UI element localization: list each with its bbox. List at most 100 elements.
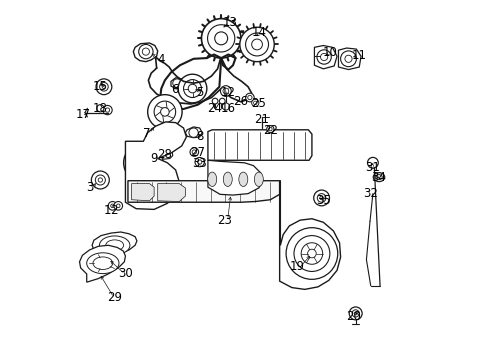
Circle shape xyxy=(190,148,198,156)
Circle shape xyxy=(207,25,234,52)
Ellipse shape xyxy=(238,172,247,186)
Polygon shape xyxy=(279,181,340,289)
Circle shape xyxy=(197,160,202,164)
Text: 16: 16 xyxy=(221,103,235,116)
Circle shape xyxy=(316,50,330,64)
Text: 6: 6 xyxy=(170,83,178,96)
Circle shape xyxy=(147,95,182,129)
Text: 13: 13 xyxy=(222,16,237,29)
Circle shape xyxy=(212,98,218,104)
Circle shape xyxy=(178,74,206,103)
Text: 32: 32 xyxy=(363,187,377,200)
Ellipse shape xyxy=(93,257,112,270)
Circle shape xyxy=(151,154,156,159)
Circle shape xyxy=(102,85,105,89)
Circle shape xyxy=(192,150,196,154)
Ellipse shape xyxy=(372,173,384,181)
Circle shape xyxy=(317,194,325,202)
Circle shape xyxy=(105,108,109,112)
Circle shape xyxy=(220,86,231,96)
Circle shape xyxy=(160,108,169,116)
Circle shape xyxy=(108,202,117,210)
Circle shape xyxy=(219,98,224,104)
Text: 15: 15 xyxy=(93,80,107,93)
Text: 4: 4 xyxy=(157,53,165,66)
Text: 2: 2 xyxy=(110,204,117,217)
Circle shape xyxy=(195,157,204,167)
Ellipse shape xyxy=(99,236,130,255)
Circle shape xyxy=(348,307,362,320)
Text: 7: 7 xyxy=(143,127,150,140)
Circle shape xyxy=(148,151,159,162)
Circle shape xyxy=(268,127,271,131)
Circle shape xyxy=(110,204,114,208)
Circle shape xyxy=(188,128,198,137)
Circle shape xyxy=(183,80,201,98)
Polygon shape xyxy=(207,130,311,160)
Text: 25: 25 xyxy=(250,98,265,111)
Circle shape xyxy=(245,93,254,102)
Ellipse shape xyxy=(375,175,382,180)
Text: 18: 18 xyxy=(93,102,107,115)
Ellipse shape xyxy=(223,172,232,186)
Circle shape xyxy=(116,204,120,208)
Circle shape xyxy=(351,310,359,317)
Polygon shape xyxy=(185,127,202,138)
Polygon shape xyxy=(160,149,172,159)
Circle shape xyxy=(222,103,229,110)
Circle shape xyxy=(102,105,112,115)
Circle shape xyxy=(114,202,122,210)
Text: 29: 29 xyxy=(107,291,122,304)
Polygon shape xyxy=(92,232,137,261)
Text: 22: 22 xyxy=(262,124,277,137)
Text: 28: 28 xyxy=(157,148,172,161)
Circle shape xyxy=(136,156,150,170)
Text: 35: 35 xyxy=(315,194,330,207)
Circle shape xyxy=(214,32,227,45)
Text: 9: 9 xyxy=(150,152,158,165)
Circle shape xyxy=(340,51,356,67)
Circle shape xyxy=(91,171,109,189)
Circle shape xyxy=(201,19,241,58)
Circle shape xyxy=(251,99,258,107)
Circle shape xyxy=(367,157,378,168)
Text: 10: 10 xyxy=(323,46,337,59)
Polygon shape xyxy=(128,181,279,202)
Circle shape xyxy=(97,105,104,112)
Polygon shape xyxy=(338,48,360,69)
Polygon shape xyxy=(131,184,154,201)
Polygon shape xyxy=(80,245,125,282)
Text: 31: 31 xyxy=(365,161,380,174)
Polygon shape xyxy=(158,184,185,202)
Circle shape xyxy=(223,88,228,94)
Text: 17: 17 xyxy=(76,108,90,121)
Circle shape xyxy=(307,249,316,258)
Circle shape xyxy=(266,126,273,133)
Text: 11: 11 xyxy=(351,49,366,62)
Text: 24: 24 xyxy=(207,103,222,116)
Text: 21: 21 xyxy=(254,113,269,126)
Circle shape xyxy=(98,178,102,182)
Ellipse shape xyxy=(86,253,119,274)
Circle shape xyxy=(96,79,112,95)
Text: 14: 14 xyxy=(251,27,266,40)
Circle shape xyxy=(142,48,149,55)
Text: 30: 30 xyxy=(118,267,133,280)
Circle shape xyxy=(154,101,175,123)
Circle shape xyxy=(239,27,274,62)
Circle shape xyxy=(129,149,157,176)
Text: 3: 3 xyxy=(86,181,93,194)
Circle shape xyxy=(172,79,181,87)
Polygon shape xyxy=(207,160,262,195)
Circle shape xyxy=(319,196,323,200)
Text: 8: 8 xyxy=(196,130,203,144)
Circle shape xyxy=(251,39,262,50)
Circle shape xyxy=(285,228,337,279)
Circle shape xyxy=(301,243,322,264)
Circle shape xyxy=(293,235,329,271)
Text: 1: 1 xyxy=(103,204,111,217)
Circle shape xyxy=(344,55,351,62)
Text: 33: 33 xyxy=(192,157,206,170)
Text: 23: 23 xyxy=(217,214,232,227)
Polygon shape xyxy=(314,45,336,69)
